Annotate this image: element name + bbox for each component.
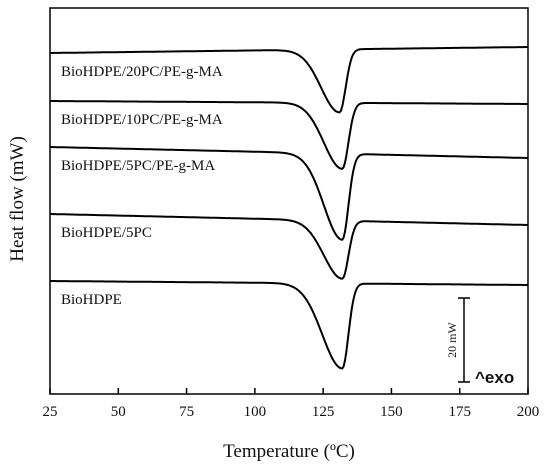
plot-frame [49, 7, 529, 395]
series-line [50, 280, 528, 370]
x-tick-label: 75 [179, 404, 194, 420]
x-ticks-group: 25 50 75 100 125 150 175 200 [43, 388, 540, 420]
x-tick-label: 50 [111, 404, 126, 420]
exo-label: ^exo [475, 368, 514, 387]
x-tick-label: 100 [244, 404, 267, 420]
y-axis-title: Heat flow (mW) [7, 136, 28, 262]
series-line [50, 146, 528, 241]
curve-labels-group: BioHDPE/20PC/PE-g-MA BioHDPE/10PC/PE-g-MA… [61, 64, 223, 308]
series-line [50, 46, 528, 114]
x-axis-title: Temperature (ºC) [223, 441, 355, 462]
series-label: BioHDPE/5PC [61, 225, 152, 241]
x-tick-label: 150 [380, 404, 403, 420]
series-label: BioHDPE/20PC/PE-g-MA [61, 64, 223, 80]
x-tick-label: 25 [43, 404, 58, 420]
series-label: BioHDPE [61, 292, 122, 308]
scale-bar-label: 20 mW [445, 322, 459, 358]
series-line [50, 213, 528, 280]
scale-bar [458, 297, 470, 383]
series-label: BioHDPE/10PC/PE-g-MA [61, 112, 223, 128]
curves-group [50, 46, 528, 370]
series-line [50, 100, 528, 170]
series-label: BioHDPE/5PC/PE-g-MA [61, 158, 215, 174]
x-tick-label: 175 [448, 404, 471, 420]
x-tick-label: 125 [312, 404, 335, 420]
x-tick-label: 200 [517, 404, 540, 420]
